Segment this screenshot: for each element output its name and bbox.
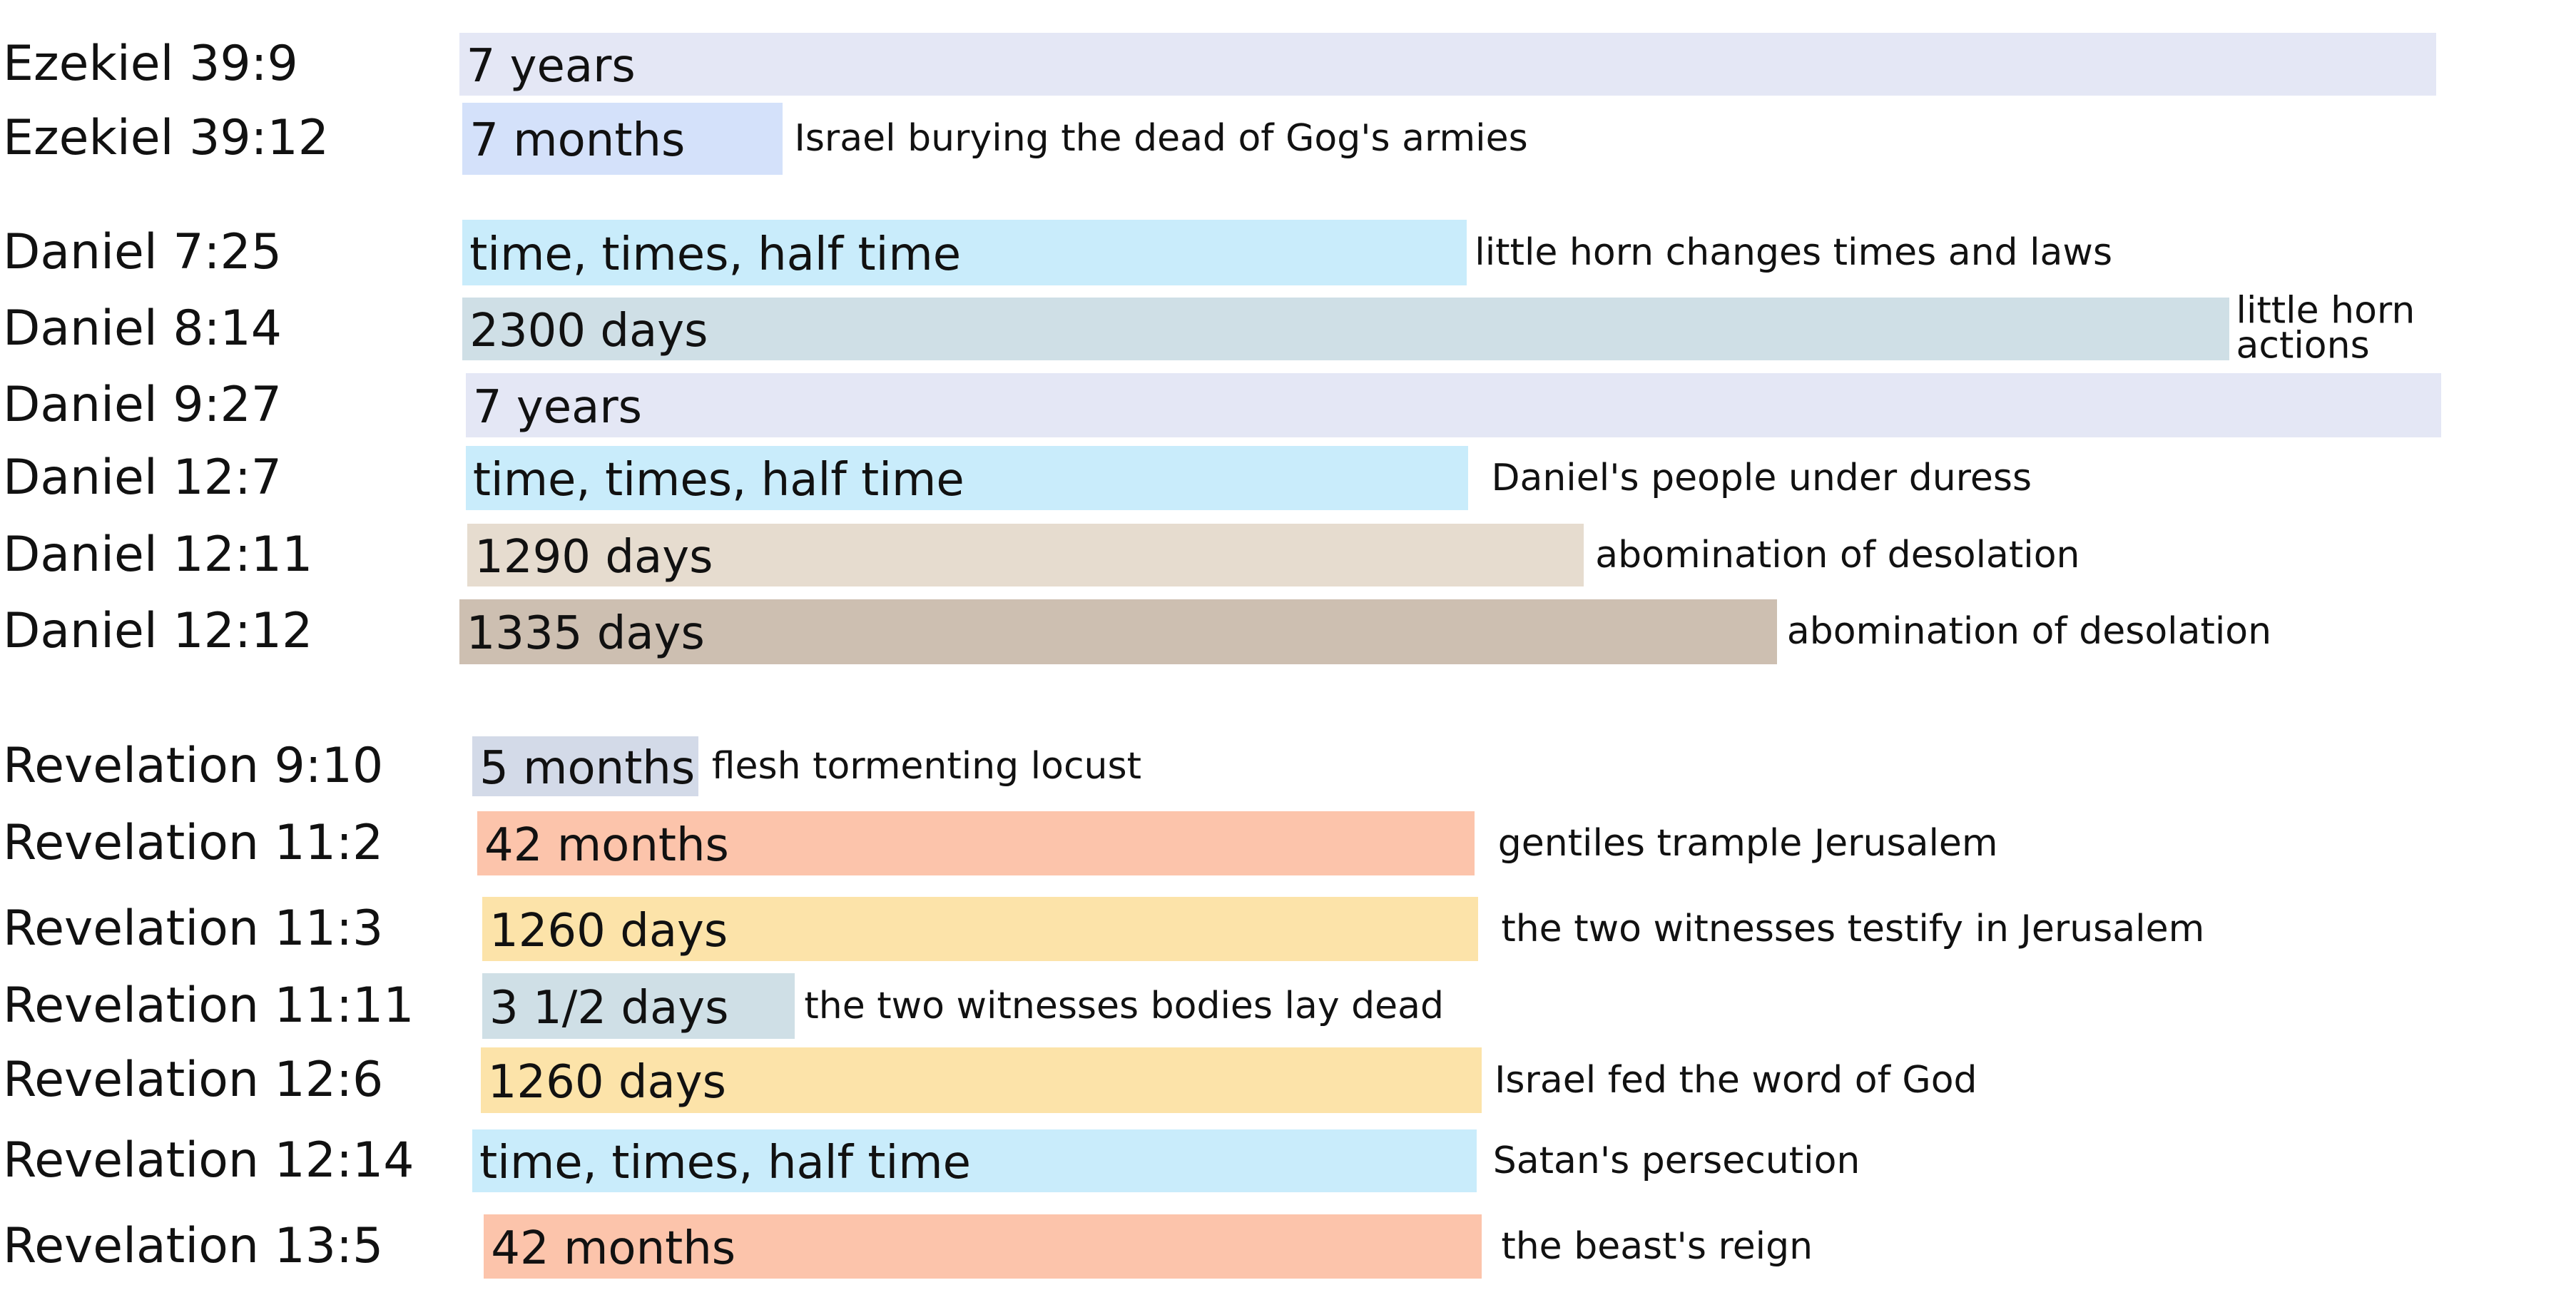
scripture-reference: Daniel 12:11 bbox=[3, 526, 313, 583]
scripture-reference: Daniel 7:25 bbox=[3, 224, 282, 281]
duration-bar: 3 1/2 days bbox=[482, 972, 795, 1040]
event-description: the beast's reign bbox=[1501, 1224, 1813, 1268]
event-description: abomination of desolation bbox=[1595, 533, 2080, 577]
duration-bar: 1260 days bbox=[480, 1047, 1482, 1114]
duration-label: time, times, half time bbox=[472, 454, 964, 507]
duration-label: 2300 days bbox=[469, 304, 708, 357]
duration-label: 7 years bbox=[466, 40, 636, 93]
event-description: little horn actions bbox=[2236, 289, 2415, 367]
duration-bar: 5 months bbox=[472, 736, 699, 796]
duration-label: 5 months bbox=[479, 742, 696, 796]
event-description: gentiles trample Jerusalem bbox=[1497, 821, 1998, 865]
duration-label: 3 1/2 days bbox=[489, 982, 729, 1035]
scripture-reference: Daniel 12:7 bbox=[3, 450, 282, 507]
duration-bar: 42 months bbox=[484, 1214, 1482, 1279]
duration-bar: 42 months bbox=[477, 811, 1475, 875]
event-description: the two witnesses bodies lay dead bbox=[804, 984, 1445, 1027]
scripture-reference: Revelation 11:2 bbox=[3, 814, 384, 871]
event-description: Daniel's people under duress bbox=[1491, 457, 2032, 500]
duration-label: time, times, half time bbox=[469, 228, 962, 282]
scripture-reference: Revelation 12:14 bbox=[3, 1132, 414, 1189]
event-description: Israel burying the dead of Gog's armies bbox=[794, 117, 1528, 161]
scripture-reference: Daniel 9:27 bbox=[3, 377, 282, 434]
duration-label: 7 years bbox=[472, 381, 643, 435]
duration-bar: 7 years bbox=[459, 33, 2436, 96]
duration-label: 1260 days bbox=[487, 1056, 726, 1109]
scripture-reference: Revelation 9:10 bbox=[3, 738, 384, 795]
duration-bar: time, times, half time bbox=[465, 446, 1469, 511]
event-description: abomination of desolation bbox=[1786, 610, 2272, 654]
duration-bar: 7 years bbox=[465, 373, 2441, 438]
duration-bar: 1335 days bbox=[459, 599, 1777, 664]
scripture-reference: Revelation 11:3 bbox=[3, 900, 384, 958]
event-description: the two witnesses testify in Jerusalem bbox=[1501, 908, 2205, 951]
scripture-reference: Revelation 11:11 bbox=[3, 977, 414, 1034]
duration-label: 42 months bbox=[491, 1222, 736, 1275]
duration-label: 7 months bbox=[469, 114, 686, 168]
event-description: flesh tormenting locust bbox=[711, 745, 1141, 788]
duration-label: 42 months bbox=[484, 818, 729, 872]
scripture-reference: Daniel 12:12 bbox=[3, 603, 313, 660]
event-description: Israel fed the word of God bbox=[1495, 1059, 1977, 1102]
scripture-reference: Daniel 8:14 bbox=[3, 300, 282, 357]
duration-bar: time, times, half time bbox=[462, 219, 1467, 286]
scripture-reference: Ezekiel 39:9 bbox=[3, 36, 298, 93]
duration-bar: 1260 days bbox=[482, 897, 1478, 962]
duration-bar: time, times, half time bbox=[472, 1129, 1477, 1193]
scripture-reference: Revelation 13:5 bbox=[3, 1217, 384, 1274]
duration-label: 1260 days bbox=[489, 905, 728, 958]
duration-bar: 7 months bbox=[462, 102, 783, 176]
duration-bar: 2300 days bbox=[462, 297, 2230, 360]
duration-label: 1290 days bbox=[474, 531, 713, 584]
scripture-reference: Revelation 12:6 bbox=[3, 1052, 384, 1108]
event-description: little horn changes times and laws bbox=[1475, 231, 2113, 275]
event-description: Satan's persecution bbox=[1492, 1139, 1860, 1183]
scripture-reference: Ezekiel 39:12 bbox=[3, 110, 330, 167]
duration-label: time, times, half time bbox=[479, 1137, 972, 1190]
duration-bar: 1290 days bbox=[467, 523, 1584, 586]
duration-label: 1335 days bbox=[466, 607, 705, 661]
